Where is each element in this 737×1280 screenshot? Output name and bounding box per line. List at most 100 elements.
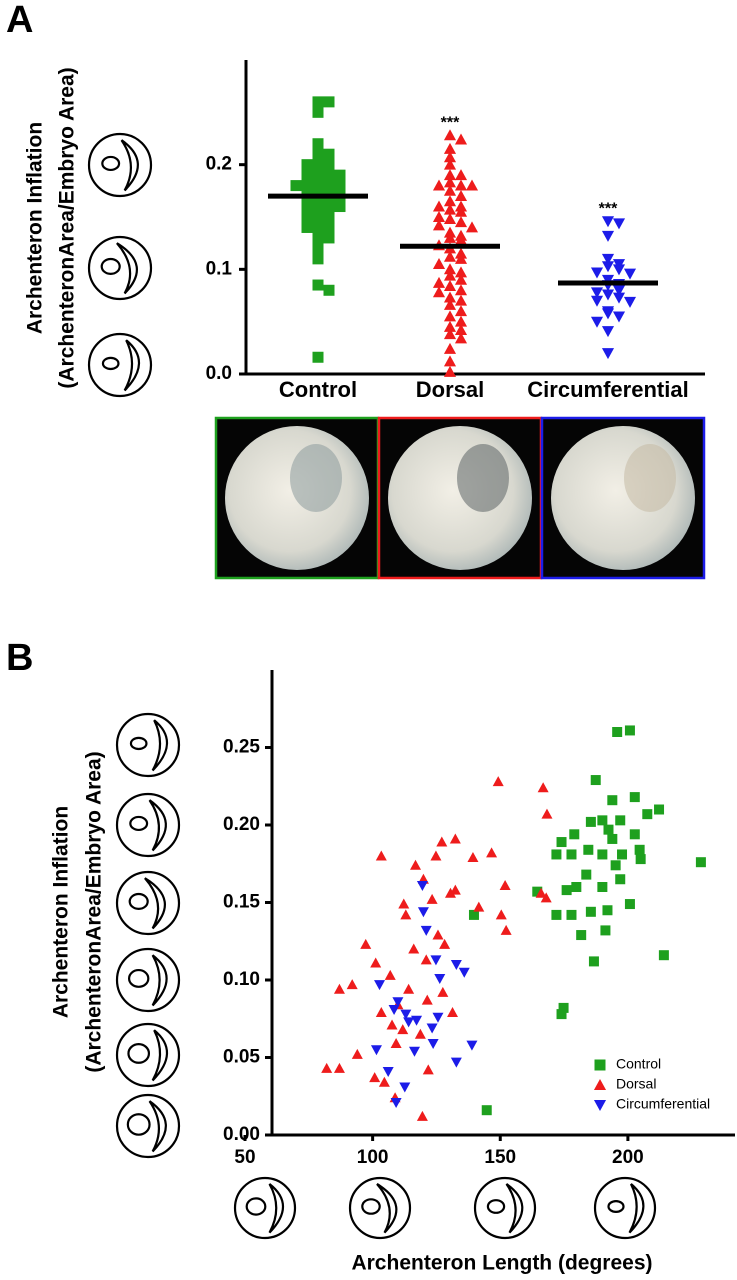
marker [375,850,387,861]
marker [443,365,457,377]
marker [323,148,335,160]
legend-label: Control [616,1056,661,1072]
marker [443,298,457,310]
marker [642,809,653,820]
marker [590,295,604,307]
marker [454,294,468,306]
marker [585,816,596,827]
marker [422,1064,434,1075]
y-tick-label: 0.20 [223,814,260,835]
marker [654,804,665,815]
marker [408,1046,420,1057]
y-tick-label: 0.10 [223,969,260,990]
marker [443,195,457,207]
marker [432,200,446,212]
marker [443,342,457,354]
marker [312,232,324,244]
embryo-sketch [233,1176,297,1240]
marker [458,967,470,978]
marker [374,980,386,991]
marker [312,180,324,192]
marker [369,1072,381,1083]
marker [443,280,457,292]
category-label: Control [279,377,357,402]
marker [421,994,433,1005]
marker [607,795,618,806]
embryo-crescent [151,954,168,1007]
marker [432,1012,444,1023]
embryo-crescent [151,719,169,772]
marker [454,233,468,245]
embryo-cavity [100,257,121,275]
y-tick-label: 0.25 [223,737,260,758]
embryo-crescent [151,1029,169,1082]
embryo-sketch [348,1176,412,1240]
marker [566,909,577,920]
marker [585,906,596,917]
marker [443,263,457,275]
marker [443,355,457,367]
marker [312,242,324,254]
legend-label: Dorsal [616,1076,656,1092]
marker [635,854,646,865]
marker [382,1066,394,1077]
marker [434,973,446,984]
marker [444,887,456,898]
marker [312,201,324,213]
marker [312,106,324,118]
marker [334,201,346,213]
marker [590,775,601,786]
panel-label: A [6,0,33,41]
embryo-crescent [376,1183,398,1234]
marker [378,1076,390,1087]
marker [617,849,628,860]
embryo-crescent [120,139,139,192]
marker [492,776,504,787]
embryo-cavity [101,356,120,371]
marker [612,264,626,276]
marker [454,205,468,217]
marker [454,305,468,317]
marker [590,316,604,328]
marker [454,190,468,202]
marker [537,782,549,793]
marker [323,201,335,213]
embryo-crescent [123,339,141,392]
marker [601,289,615,301]
marker [551,849,562,860]
x-tick-label: 150 [484,1147,516,1168]
y-axis-label: (ArchenteronArea/Embryo Area) [83,751,106,1072]
marker [312,159,324,171]
marker [593,1100,607,1112]
embryo-cavity [126,1113,151,1136]
marker [312,148,324,160]
marker [454,216,468,228]
marker [629,792,640,803]
marker [454,169,468,181]
marker [454,179,468,191]
marker [603,824,614,835]
marker [593,1078,607,1090]
y-tick-label: 0.2 [206,154,232,175]
marker [500,924,512,935]
marker [467,852,479,863]
marker [597,882,608,892]
marker [390,1097,402,1108]
marker [495,909,507,920]
marker [432,258,446,270]
marker [432,929,444,940]
marker [658,950,669,961]
marker [436,836,448,847]
marker [624,725,635,736]
marker [312,96,324,108]
marker [312,351,324,363]
marker [312,169,324,181]
x-axis-label: Archenteron Length (degrees) [351,1252,652,1275]
marker [443,269,457,281]
marker [432,286,446,298]
embryo-crescent [148,1100,167,1153]
marker [601,308,615,320]
marker [427,1039,439,1050]
y-tick-label: 0.15 [223,892,260,913]
y-tick-label: 0.0 [206,363,232,384]
